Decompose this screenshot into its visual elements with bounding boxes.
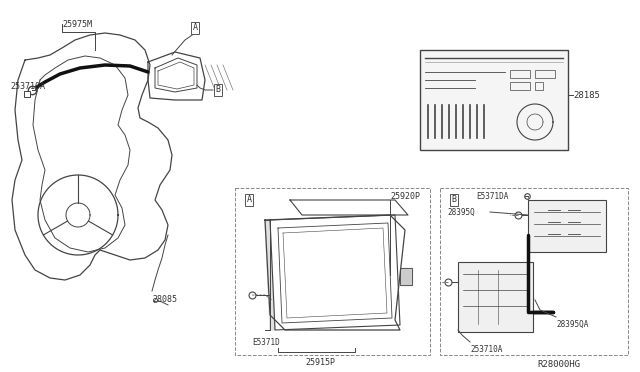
Text: E5371DA: E5371DA	[476, 192, 508, 201]
Text: B: B	[216, 86, 221, 94]
Text: 253710A: 253710A	[10, 82, 45, 91]
Polygon shape	[400, 268, 412, 285]
Bar	[235, 188, 430, 355]
Text: 28085: 28085	[152, 295, 177, 304]
Text: A: A	[193, 23, 198, 32]
Text: 25915P: 25915P	[305, 358, 335, 367]
Bar	[535, 82, 543, 90]
Text: 253710A: 253710A	[470, 345, 502, 354]
Bar	[510, 70, 530, 78]
Text: 28395Q: 28395Q	[447, 208, 475, 217]
Text: 28395QA: 28395QA	[556, 320, 588, 329]
Bar	[420, 50, 568, 150]
Polygon shape	[265, 220, 275, 330]
Text: R28000HG: R28000HG	[537, 360, 580, 369]
Bar	[535, 70, 555, 78]
Text: E5371D: E5371D	[252, 338, 280, 347]
Text: 25920P: 25920P	[390, 192, 420, 201]
Bar	[458, 262, 533, 332]
Text: 28185: 28185	[573, 90, 600, 99]
Bar	[440, 188, 628, 355]
Bar	[510, 82, 530, 90]
Text: A: A	[246, 196, 252, 205]
Bar	[528, 200, 606, 252]
Text: 25975M: 25975M	[62, 20, 92, 29]
Text: B: B	[451, 196, 456, 205]
